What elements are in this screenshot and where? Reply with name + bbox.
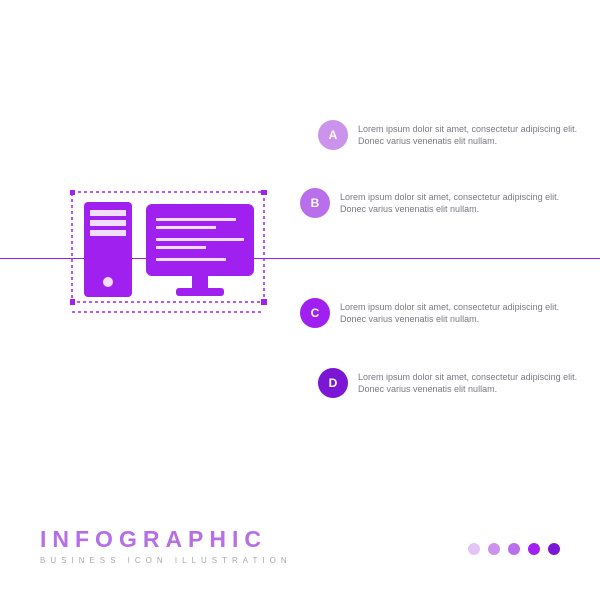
step-badge-d: D	[318, 368, 348, 398]
footer-subtitle: BUSINESS ICON ILLUSTRATION	[40, 556, 292, 565]
step-text-a: Lorem ipsum dolor sit amet, consectetur …	[358, 123, 578, 147]
footer-dot-2	[488, 543, 500, 555]
step-badge-c: C	[300, 298, 330, 328]
step-badge-a: A	[318, 120, 348, 150]
footer-text: INFOGRAPHIC BUSINESS ICON ILLUSTRATION	[40, 526, 292, 565]
footer: INFOGRAPHIC BUSINESS ICON ILLUSTRATION	[40, 526, 560, 565]
footer-dot-5	[548, 543, 560, 555]
footer-title: INFOGRAPHIC	[40, 526, 292, 553]
step-text-b: Lorem ipsum dolor sit amet, consectetur …	[340, 191, 560, 215]
canvas: A Lorem ipsum dolor sit amet, consectetur…	[0, 0, 600, 600]
footer-dot-4	[528, 543, 540, 555]
step-a: A Lorem ipsum dolor sit amet, consectetur…	[318, 120, 578, 150]
step-d: D Lorem ipsum dolor sit amet, consectetur…	[318, 368, 578, 398]
step-text-c: Lorem ipsum dolor sit amet, consectetur …	[340, 301, 560, 325]
step-b: B Lorem ipsum dolor sit amet, consectetur…	[300, 188, 560, 218]
footer-dot-1	[468, 543, 480, 555]
step-badge-b: B	[300, 188, 330, 218]
computer-icon	[70, 190, 270, 320]
step-text-d: Lorem ipsum dolor sit amet, consectetur …	[358, 371, 578, 395]
footer-dot-3	[508, 543, 520, 555]
step-c: C Lorem ipsum dolor sit amet, consectetur…	[300, 298, 560, 328]
footer-dots	[468, 543, 560, 555]
